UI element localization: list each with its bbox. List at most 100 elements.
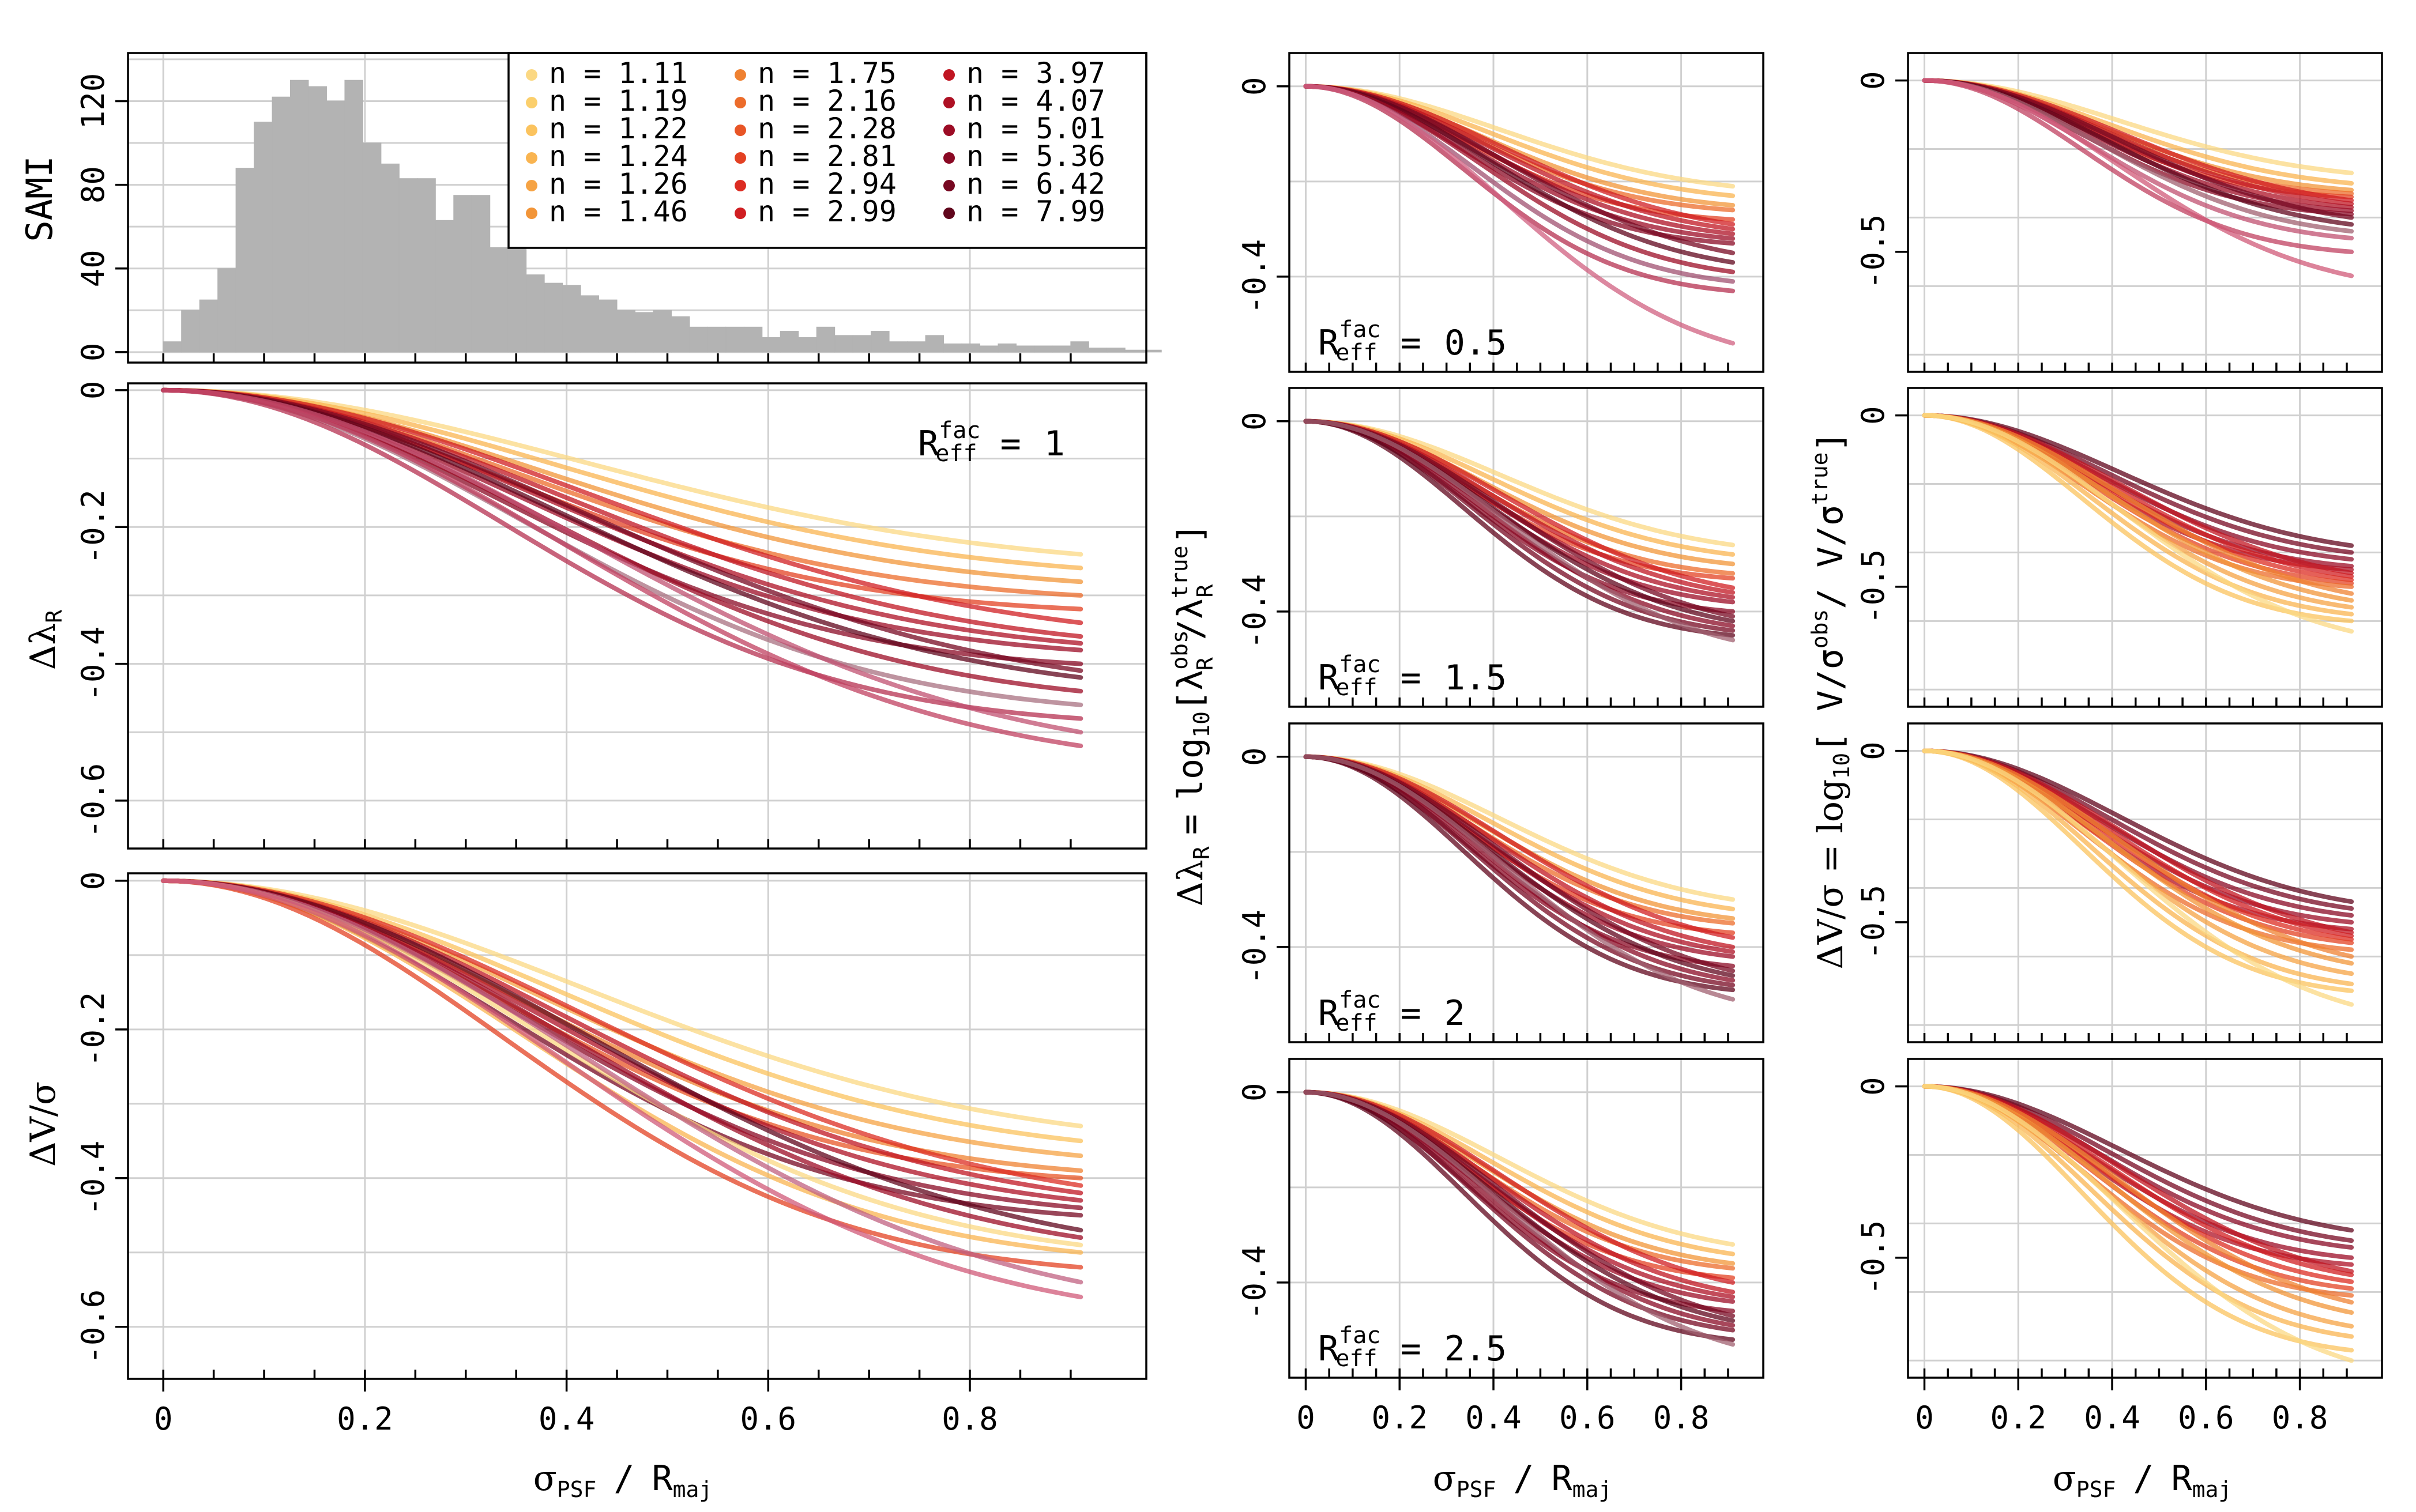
hist-bar-19 <box>507 241 527 353</box>
vsig-2.5-frame <box>1907 1058 2383 1379</box>
hist-bar-23 <box>580 295 600 353</box>
xlabel-left: σPSF / Rmaj <box>533 1458 713 1502</box>
hist-bar-6 <box>272 96 291 353</box>
lambda-1.5-annotation-part-3: = <box>1401 658 1421 698</box>
vsig-1.5-curve-15 <box>1922 413 2354 634</box>
mid-ylabel-r2: R <box>1192 584 1218 597</box>
vsig-2.5-panel: 0 -0.5 0 0.2 0.4 0.6 0.8 <box>1855 1058 2383 1436</box>
legend-marker-2 <box>526 125 537 136</box>
hist-bar-38 <box>852 335 872 353</box>
hist-bar-0 <box>163 341 182 353</box>
lambda-main-panel: Rfac eff = 1 0 -0.2 -0.4 -0.6 <box>75 381 1147 850</box>
lambda-1.5-annotation-part-0: R <box>1318 658 1339 698</box>
vsig-main-curve-3 <box>161 878 1083 1173</box>
hist-ylabel: SAMI <box>18 156 61 242</box>
right-ylabel-obs: obs <box>1807 609 1832 649</box>
lambda-2-panel: Rfac eff = 2 0 -0.4 <box>1236 722 1764 1043</box>
vsig-2-panel: 0 -0.5 <box>1855 722 2383 1043</box>
lambda-main-ylabel: ΔλR <box>23 610 67 670</box>
hist-bar-40 <box>889 341 908 353</box>
lambda-2.5-annotation-part-1: fac <box>1339 1322 1380 1349</box>
hist-bar-18 <box>490 247 509 353</box>
legend-label-8: n = 2.28 <box>758 112 897 145</box>
vsig-main-curve-6 <box>161 878 1083 1196</box>
hist-bar-11 <box>362 142 382 353</box>
hist-bar-31 <box>725 326 744 353</box>
xlabel-left-text: σPSF / Rmaj <box>533 1458 713 1502</box>
legend-label-2: n = 1.22 <box>549 112 688 145</box>
mid-ylabel-eq: = <box>1171 814 1211 835</box>
lambda-2.5-annotation-part-0: R <box>1318 1329 1339 1369</box>
vsig-2-frame <box>1907 722 2383 1043</box>
hist-bar-41 <box>907 341 926 353</box>
hist-bar-52 <box>1107 348 1126 353</box>
mid-ylabel-text: ΔλR=log10[λobsR/λtrueR] <box>1167 523 1218 906</box>
legend-label-0: n = 1.11 <box>549 56 688 90</box>
legend-marker-5 <box>526 208 537 219</box>
lambda-2.5-curve-13 <box>1303 1089 1736 1333</box>
xlabel-left-slash: / <box>614 1458 634 1499</box>
hist-bar-20 <box>526 274 545 353</box>
lambda-0.5-curves <box>1303 84 1736 346</box>
vsig-1.5-ytick-label-0: 0 <box>1855 406 1891 425</box>
vsig-2-curves <box>1922 748 2354 1007</box>
legend-marker-14 <box>943 125 955 136</box>
lambda-2-annotation-part-1: fac <box>1339 987 1380 1013</box>
hist-bar-48 <box>1034 345 1053 353</box>
hist-bar-32 <box>743 326 763 353</box>
lambda-0.5-frame <box>1288 52 1764 373</box>
legend-label-10: n = 2.94 <box>758 167 897 201</box>
hist-bar-39 <box>871 331 890 353</box>
hist-bar-17 <box>471 195 491 353</box>
legend-marker-3 <box>526 152 537 164</box>
vsig-main-curve-5 <box>161 878 1083 1188</box>
xlabel-mid-text: σPSF / Rmaj <box>1433 1458 1612 1502</box>
vsig-2.5-curve-14 <box>1922 1084 2354 1353</box>
lambda-main-ytick-label-2: -0.4 <box>75 627 111 702</box>
vsig-2.5-curve-5 <box>1922 1084 2354 1274</box>
xlabel-right-maj: maj <box>2192 1477 2232 1502</box>
hist-bar-47 <box>1015 345 1035 353</box>
lambda-1.5-frame <box>1288 387 1764 708</box>
lambda-1.5-ytick-label-1: -0.4 <box>1236 574 1273 649</box>
vsig-0.5-curve-15 <box>1922 78 2354 278</box>
xlabel-right-slash: / <box>2133 1458 2154 1499</box>
lambda-1.5-curve-14 <box>1303 418 1736 638</box>
lambda-2-ytick-label-1: -0.4 <box>1236 910 1273 985</box>
lambda-0.5-annotation-part-4: 0.5 <box>1444 323 1507 363</box>
hist-panel: n = 1.11n = 1.19n = 1.22n = 1.24n = 1.26… <box>75 52 1162 364</box>
lambda-main-curve-16 <box>161 387 1083 748</box>
mid-ylabel-r1: R <box>1192 657 1218 670</box>
right-ylabel-open: [ V/σ <box>1811 648 1851 753</box>
legend-label-7: n = 2.16 <box>758 84 897 118</box>
vsig-2-ytick-label-0: 0 <box>1855 741 1891 760</box>
lambda-main-ytick-label-3: -0.6 <box>75 763 111 838</box>
hist-bar-54 <box>1143 349 1162 353</box>
hist-bar-25 <box>616 310 636 353</box>
xlabel-right-sigma: σ <box>2053 1458 2076 1499</box>
vsig-1.5-curve-0 <box>1922 413 2354 548</box>
hist-bar-30 <box>707 326 727 353</box>
hist-bar-7 <box>290 80 309 353</box>
lambda-main-frame <box>127 382 1147 850</box>
lambda-1.5-curves <box>1303 418 1736 643</box>
panels-layer: n = 1.11n = 1.19n = 1.22n = 1.24n = 1.26… <box>75 52 2383 1437</box>
lambda-2-annotation-part-2: eff <box>1335 1010 1377 1036</box>
hist-frame <box>127 52 1147 364</box>
vsig-2-curve-13 <box>1922 748 2354 986</box>
vsig-2.5-ytick-label-1: -0.5 <box>1855 1220 1891 1295</box>
hist-bar-29 <box>689 326 708 353</box>
lambda-2-frame <box>1288 722 1764 1043</box>
lambda-2-ytick-label-0: 0 <box>1236 748 1273 767</box>
lambda-main-ylabel-symbol: Δλ <box>23 623 63 670</box>
right-ylabel-text: ΔV/σ = log10[ V/σobs/ V/σtrue] <box>1807 431 1854 969</box>
hist-bar-50 <box>1070 341 1089 353</box>
vsig-main-xtick-label-2: 0.4 <box>539 1401 595 1437</box>
legend-marker-6 <box>735 69 746 81</box>
hist-ytick-label-2: 80 <box>75 166 111 203</box>
legend-marker-7 <box>735 97 746 108</box>
hist-bar-15 <box>435 220 454 353</box>
vsig-2.5-curve-9 <box>1922 1084 2354 1298</box>
legend-marker-13 <box>943 97 955 108</box>
lambda-main-annotation-part-0: R <box>918 424 939 464</box>
